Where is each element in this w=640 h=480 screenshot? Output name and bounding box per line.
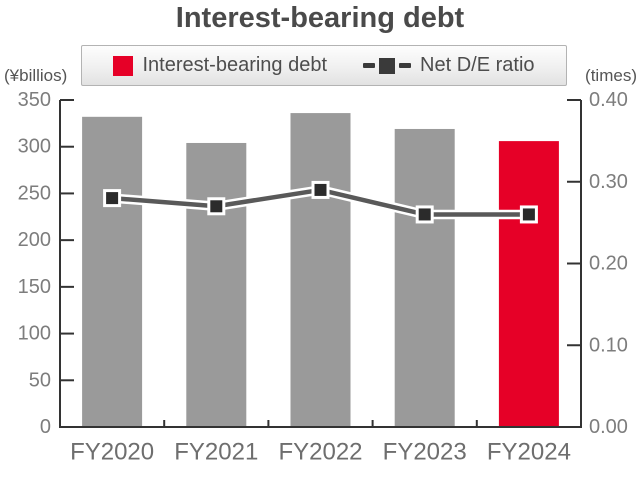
dash-icon xyxy=(363,63,376,68)
marker-fy2020 xyxy=(103,189,122,208)
x-axis-label-fy2023: FY2023 xyxy=(383,439,467,466)
marker-fy2022 xyxy=(311,180,330,199)
bar-fy2024 xyxy=(498,141,559,427)
chart-title: Interest-bearing debt xyxy=(175,2,465,34)
right-axis-tick-label: 0.00 xyxy=(589,416,628,438)
square-marker-icon xyxy=(379,57,396,74)
left-axis-tick-label: 150 xyxy=(18,276,51,298)
legend-item-net-de-ratio: Net D/E ratio xyxy=(363,54,535,77)
line-marker-swatch-icon xyxy=(363,57,412,74)
marker-fy2024 xyxy=(519,205,538,224)
bar-fy2023 xyxy=(394,128,455,427)
dash-icon xyxy=(399,63,412,68)
legend-label-net-de-ratio: Net D/E ratio xyxy=(420,54,535,76)
left-axis-tick-label: 0 xyxy=(40,416,51,438)
left-axis-tick-label: 350 xyxy=(18,89,51,111)
left-axis-tick-label: 200 xyxy=(18,229,51,251)
bar-fy2022 xyxy=(290,113,351,427)
x-axis-label-fy2024: FY2024 xyxy=(487,439,571,466)
legend-label-interest-bearing-debt: Interest-bearing debt xyxy=(142,54,328,76)
right-axis-unit: (times) xyxy=(585,66,637,85)
bar-fy2021 xyxy=(186,142,247,427)
marker-fy2023 xyxy=(415,205,434,224)
left-axis-tick-label: 250 xyxy=(18,182,51,204)
left-axis-unit: (¥billios) xyxy=(4,66,68,85)
right-axis-tick-label: 0.10 xyxy=(589,334,628,356)
x-axis-label-fy2022: FY2022 xyxy=(278,439,362,466)
x-axis-label-fy2020: FY2020 xyxy=(70,439,154,466)
legend-item-interest-bearing-debt: Interest-bearing debt xyxy=(113,54,327,77)
bar-swatch-icon xyxy=(113,55,134,76)
x-axis-label-fy2021: FY2021 xyxy=(174,439,258,466)
right-axis-tick-label: 0.40 xyxy=(589,89,628,111)
right-axis-tick-label: 0.30 xyxy=(589,171,628,193)
left-axis-tick-label: 100 xyxy=(18,323,51,345)
left-axis-tick-label: 300 xyxy=(18,136,51,158)
left-axis-tick-label: 50 xyxy=(29,369,51,391)
marker-fy2021 xyxy=(207,197,226,216)
legend: Interest-bearing debt Net D/E ratio xyxy=(81,45,567,86)
right-axis-tick-label: 0.20 xyxy=(589,253,628,275)
bar-fy2020 xyxy=(82,116,143,428)
